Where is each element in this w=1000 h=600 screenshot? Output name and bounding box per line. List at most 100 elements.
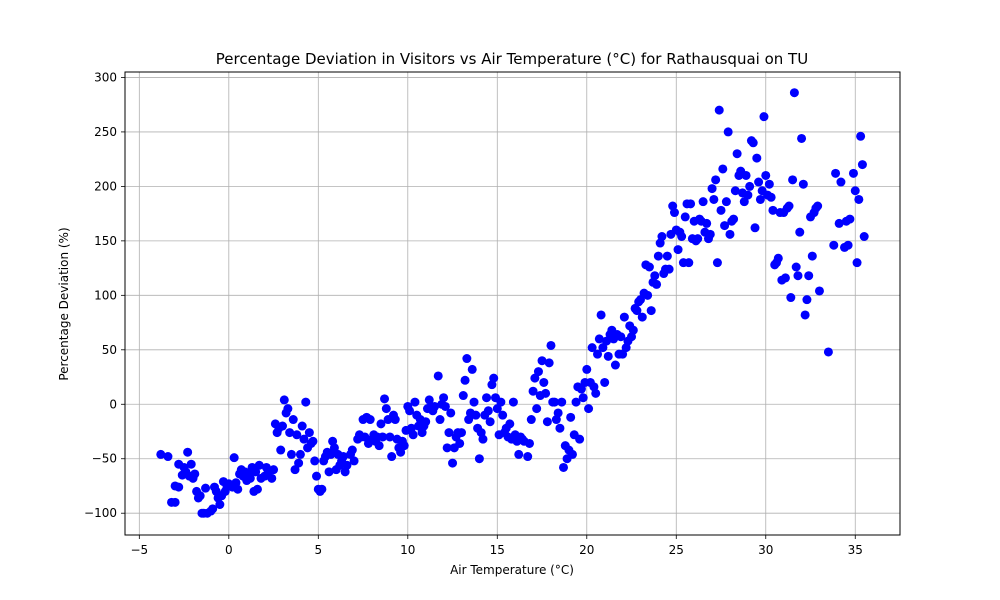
data-point xyxy=(764,179,774,189)
data-point xyxy=(292,430,302,440)
data-point xyxy=(791,262,801,272)
x-tick-label: 30 xyxy=(758,543,773,557)
data-point xyxy=(174,482,184,492)
data-point xyxy=(578,393,588,403)
data-point xyxy=(365,415,375,425)
data-point xyxy=(619,312,629,322)
data-point xyxy=(729,214,739,224)
data-point xyxy=(485,417,495,427)
data-point xyxy=(448,458,458,468)
data-point xyxy=(650,271,660,281)
data-point xyxy=(664,264,674,274)
data-point xyxy=(856,131,866,141)
x-tick-label: −5 xyxy=(130,543,148,557)
data-point xyxy=(587,343,597,353)
data-point xyxy=(245,473,255,483)
data-point xyxy=(439,393,449,403)
data-point xyxy=(508,397,518,407)
data-point xyxy=(712,258,722,268)
data-point xyxy=(854,194,864,204)
data-point xyxy=(170,497,180,507)
data-point xyxy=(829,240,839,250)
data-point xyxy=(295,449,305,459)
data-point xyxy=(469,397,479,407)
data-point xyxy=(850,186,860,196)
data-point xyxy=(669,208,679,218)
data-point xyxy=(798,179,808,189)
data-point xyxy=(338,452,348,462)
data-point xyxy=(709,194,719,204)
data-point xyxy=(802,295,812,305)
data-point xyxy=(571,397,581,407)
data-point xyxy=(593,349,603,359)
data-point xyxy=(462,354,472,364)
data-point xyxy=(793,271,803,281)
data-point xyxy=(582,364,592,374)
grid-lines xyxy=(125,72,900,535)
data-point xyxy=(546,340,556,350)
data-point xyxy=(711,175,721,185)
data-point xyxy=(430,401,440,411)
data-point xyxy=(566,412,576,422)
data-point xyxy=(567,449,577,459)
data-point xyxy=(542,417,552,427)
data-point xyxy=(754,177,764,187)
data-point xyxy=(553,408,563,418)
data-point xyxy=(526,415,536,425)
y-tick-label: 100 xyxy=(94,288,117,302)
y-tick-label: −50 xyxy=(92,452,117,466)
data-point xyxy=(532,404,542,414)
y-axis-label: Percentage Deviation (%) xyxy=(57,227,71,380)
data-point xyxy=(421,417,431,427)
data-point xyxy=(673,245,683,255)
chart-title: Percentage Deviation in Visitors vs Air … xyxy=(216,50,808,68)
x-tick-label: 20 xyxy=(579,543,594,557)
data-point xyxy=(460,375,470,385)
data-point xyxy=(741,170,751,180)
data-point xyxy=(628,325,638,335)
data-point xyxy=(784,201,794,211)
data-point xyxy=(215,499,225,509)
data-point xyxy=(859,232,869,242)
data-point xyxy=(752,153,762,163)
y-tick-label: 50 xyxy=(102,343,117,357)
y-tick-label: −100 xyxy=(84,506,117,520)
data-point xyxy=(662,251,672,261)
data-point xyxy=(539,377,549,387)
data-point xyxy=(310,456,320,466)
data-point xyxy=(294,458,304,468)
data-point xyxy=(537,356,547,366)
data-point xyxy=(698,197,708,207)
data-point xyxy=(301,397,311,407)
data-point xyxy=(435,415,445,425)
data-point xyxy=(190,469,200,479)
data-point xyxy=(616,332,626,342)
axis-ticks: −5 0 5 10 15 20 25 30 35−100−5005010015020025030… xyxy=(84,70,863,557)
data-point xyxy=(643,290,653,300)
data-point xyxy=(575,434,585,444)
data-point xyxy=(229,453,239,463)
data-point xyxy=(748,138,758,148)
data-point xyxy=(286,449,296,459)
data-point xyxy=(317,484,327,494)
y-tick-label: 300 xyxy=(94,70,117,84)
data-point xyxy=(489,373,499,383)
data-point xyxy=(780,273,790,283)
x-tick-label: 10 xyxy=(400,543,415,557)
data-point xyxy=(845,214,855,224)
data-point xyxy=(750,223,760,233)
data-point xyxy=(252,484,262,494)
data-point xyxy=(458,391,468,401)
data-point xyxy=(702,218,712,228)
data-point xyxy=(444,428,454,438)
data-point xyxy=(324,467,334,477)
data-point xyxy=(594,334,604,344)
data-point xyxy=(528,386,538,396)
data-point xyxy=(440,401,450,411)
data-point xyxy=(471,410,481,420)
data-point xyxy=(680,212,690,222)
data-point xyxy=(267,473,277,483)
x-tick-label: 15 xyxy=(490,543,505,557)
data-point xyxy=(718,164,728,174)
